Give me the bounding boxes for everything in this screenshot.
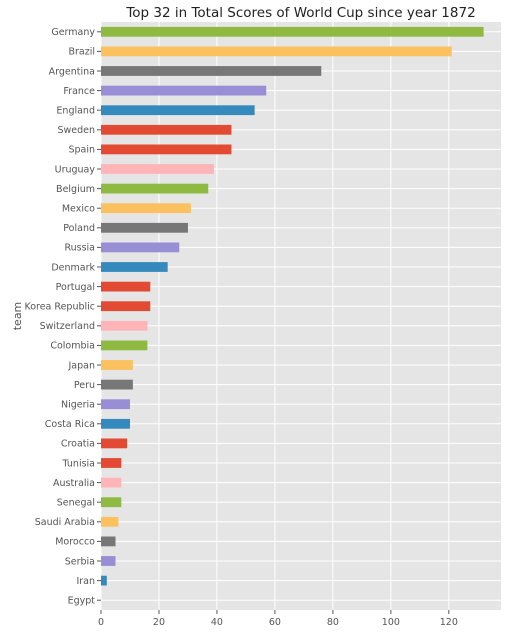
bar-portugal [101, 281, 151, 292]
bar-australia [101, 477, 122, 488]
bar-sweden [101, 124, 232, 135]
y-tick-label: Colombia [50, 341, 95, 352]
bar-peru [101, 379, 133, 390]
y-tick-label: Croatia [61, 439, 95, 450]
bar-mexico [101, 203, 191, 214]
y-tick-label: Morocco [55, 537, 95, 548]
y-tick-label: Australia [53, 478, 95, 489]
y-tick-label: Germany [51, 27, 95, 38]
bar-costa-rica [101, 418, 130, 429]
y-axis-label: team [11, 302, 24, 331]
y-tick-label: Belgium [56, 184, 95, 195]
bar-poland [101, 222, 188, 233]
x-tick-label: 100 [382, 617, 400, 628]
bars [101, 26, 484, 586]
bar-france [101, 85, 267, 96]
bar-japan [101, 360, 133, 370]
y-tick-label: France [63, 86, 95, 97]
bar-tunisia [101, 458, 122, 468]
y-tick-label: Korea Republic [24, 302, 95, 313]
y-tick-label: Iran [76, 576, 95, 587]
x-axis-ticks: 0 20 40 60 80 100 120 [98, 610, 458, 628]
x-tick-label: 0 [98, 617, 104, 628]
bar-morocco [101, 536, 116, 547]
bar-belgium [101, 183, 209, 194]
bar-nigeria [101, 399, 130, 410]
bar-england [101, 105, 255, 116]
y-tick-label: Poland [63, 223, 95, 234]
y-tick-label: Mexico [62, 204, 95, 215]
bar-argentina [101, 66, 322, 76]
bar-uruguay [101, 164, 215, 174]
bar-korea-republic [101, 301, 151, 312]
bar-senegal [101, 497, 122, 508]
bar-iran [101, 575, 107, 586]
y-tick-label: Uruguay [55, 164, 96, 175]
bar-saudi-arabia [101, 516, 119, 527]
bar-brazil [101, 46, 452, 57]
bar-spain [101, 144, 232, 155]
y-tick-label: Spain [68, 145, 95, 156]
y-tick-label: Nigeria [61, 400, 95, 411]
y-tick-label: Egypt [68, 596, 96, 607]
bar-russia [101, 242, 180, 253]
y-tick-label: Saudi Arabia [35, 517, 95, 528]
x-tick-label: 120 [440, 617, 458, 628]
plot-background [101, 22, 501, 610]
x-tick-label: 40 [211, 617, 223, 628]
y-tick-label: Sweden [57, 125, 95, 136]
y-tick-label: Portugal [56, 282, 95, 293]
bar-switzerland [101, 320, 148, 331]
x-tick-label: 20 [153, 617, 165, 628]
bar-colombia [101, 340, 148, 351]
y-tick-label: Argentina [49, 66, 95, 77]
y-tick-label: Senegal [57, 498, 95, 509]
y-tick-label: Denmark [51, 262, 95, 273]
bar-germany [101, 26, 484, 37]
y-tick-label: Switzerland [40, 321, 95, 332]
y-tick-label: England [56, 106, 95, 117]
y-tick-label: Tunisia [62, 458, 95, 469]
y-tick-label: Brazil [68, 47, 95, 58]
bar-denmark [101, 262, 168, 272]
y-tick-label: Serbia [65, 556, 95, 567]
bar-serbia [101, 556, 116, 566]
x-tick-label: 80 [327, 617, 339, 628]
x-tick-label: 60 [269, 617, 281, 628]
y-tick-label: Peru [74, 380, 95, 391]
y-tick-label: Russia [64, 243, 95, 254]
bar-croatia [101, 438, 128, 449]
y-tick-label: Japan [68, 360, 96, 371]
y-axis-ticks: Germany Brazil Argentina France England Swede… [24, 27, 101, 607]
y-tick-label: Costa Rica [45, 419, 95, 430]
chart-title: Top 32 in Total Scores of World Cup sinc… [125, 5, 475, 21]
